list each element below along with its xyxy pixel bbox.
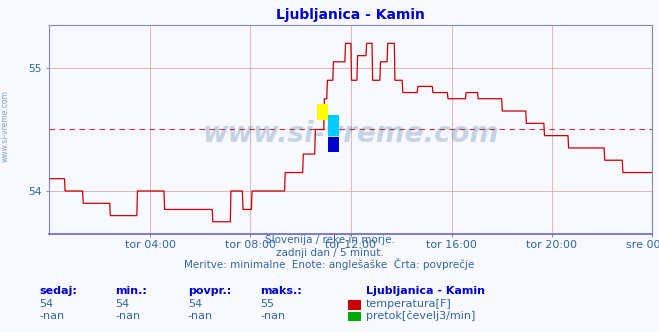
Text: www.si-vreme.com: www.si-vreme.com <box>203 120 499 148</box>
Text: 54: 54 <box>40 299 53 309</box>
Text: 55: 55 <box>260 299 274 309</box>
Text: temperatura[F]: temperatura[F] <box>366 299 451 309</box>
Text: povpr.:: povpr.: <box>188 286 231 296</box>
Text: 54: 54 <box>115 299 129 309</box>
Text: 54: 54 <box>188 299 202 309</box>
Text: zadnji dan / 5 minut.: zadnji dan / 5 minut. <box>275 248 384 258</box>
Text: pretok[čevelj3/min]: pretok[čevelj3/min] <box>366 310 475 321</box>
Text: Meritve: minimalne  Enote: anglešaške  Črta: povprečje: Meritve: minimalne Enote: anglešaške Črt… <box>185 258 474 270</box>
Text: -nan: -nan <box>188 311 213 321</box>
Text: maks.:: maks.: <box>260 286 302 296</box>
Text: min.:: min.: <box>115 286 147 296</box>
Bar <box>317 104 328 120</box>
Text: -nan: -nan <box>40 311 65 321</box>
Text: -nan: -nan <box>260 311 285 321</box>
Text: Ljubljanica - Kamin: Ljubljanica - Kamin <box>366 286 485 296</box>
Bar <box>328 137 339 152</box>
Text: sedaj:: sedaj: <box>40 286 77 296</box>
Text: Slovenija / reke in morje.: Slovenija / reke in morje. <box>264 235 395 245</box>
Bar <box>328 115 339 136</box>
Title: Ljubljanica - Kamin: Ljubljanica - Kamin <box>277 8 425 22</box>
Text: www.si-vreme.com: www.si-vreme.com <box>1 90 10 162</box>
Text: -nan: -nan <box>115 311 140 321</box>
